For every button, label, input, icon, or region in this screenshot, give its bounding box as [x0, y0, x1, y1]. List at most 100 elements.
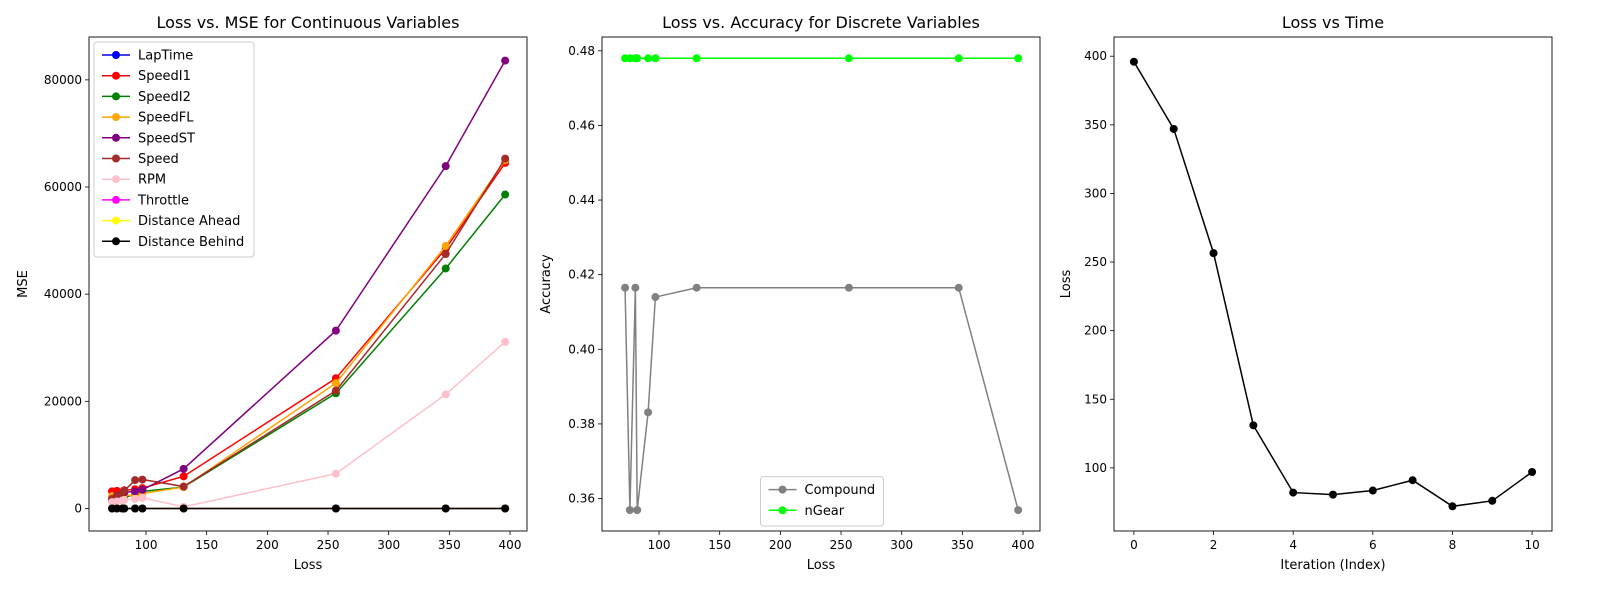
data-point — [1249, 421, 1258, 430]
x-tick-label: 350 — [951, 538, 974, 552]
x-tick-label: 250 — [317, 538, 340, 552]
legend-entry: SpeedFL — [138, 111, 194, 126]
data-point — [692, 283, 701, 292]
data-point — [131, 487, 140, 496]
data-point — [651, 54, 660, 63]
legend-marker — [112, 154, 120, 163]
y-tick-label: 200 — [1084, 324, 1107, 338]
data-point — [331, 379, 340, 388]
y-tick-label: 0 — [74, 501, 82, 515]
data-point — [1488, 496, 1497, 505]
x-axis-label: Loss — [807, 558, 836, 573]
chart-2: 100 150 200 250 300 350 400 0.36 0.38 0.40 0.42 0.4… — [539, 13, 1041, 573]
legend: Compound nGear — [760, 476, 884, 527]
data-point — [501, 337, 510, 346]
data-point — [1289, 488, 1298, 497]
legend-marker — [112, 237, 120, 246]
data-point — [844, 54, 853, 63]
legend-marker — [112, 175, 120, 184]
data-point — [131, 476, 140, 485]
legend-marker — [112, 113, 120, 122]
legend: LapTime SpeedI1 SpeedI2 SpeedFL SpeedST Speed… — [93, 41, 255, 258]
data-point — [441, 249, 450, 258]
chart-title: Loss vs Time — [1282, 13, 1384, 32]
x-tick-label: 4 — [1289, 538, 1297, 552]
data-point — [441, 504, 450, 513]
axes-frame — [601, 36, 1041, 532]
plot-area — [621, 54, 1023, 515]
y-tick-label: 20000 — [44, 394, 82, 408]
y-tick-label: 80000 — [44, 73, 82, 87]
data-point — [501, 190, 510, 199]
data-point — [138, 475, 147, 484]
chart-3: 0 2 4 6 8 10 100 150 200 250 300 350 400 Loss vs Time… — [1059, 13, 1553, 573]
y-axis-label: Accuracy — [539, 254, 554, 314]
data-point — [331, 504, 340, 513]
legend-entry: LapTime — [138, 49, 193, 64]
y-tick-label: 0.48 — [568, 44, 595, 58]
series-line-loss — [1133, 61, 1533, 508]
x-tick-label: 10 — [1524, 538, 1539, 552]
legend-marker — [112, 133, 120, 142]
legend-marker — [778, 485, 787, 494]
legend-marker — [112, 216, 120, 225]
data-point — [1014, 54, 1023, 63]
y-tick-label: 40000 — [44, 287, 82, 301]
data-point — [844, 283, 853, 292]
data-point — [331, 469, 340, 478]
x-tick-label: 0 — [1130, 538, 1138, 552]
x-tick-label: 100 — [648, 538, 671, 552]
chart-title: Loss vs. MSE for Continuous Variables — [157, 13, 460, 32]
data-point — [1528, 467, 1537, 476]
y-tick-label: 0.44 — [568, 193, 595, 207]
y-tick-label: 0.42 — [568, 268, 595, 282]
legend-entry: RPM — [138, 173, 166, 188]
data-point — [692, 54, 701, 63]
data-point — [138, 485, 147, 494]
data-point — [631, 283, 640, 292]
data-point — [1329, 490, 1337, 499]
y-tick-label: 400 — [1084, 49, 1107, 63]
data-point — [138, 504, 147, 513]
y-tick-label: 60000 — [44, 180, 82, 194]
legend-entry: SpeedI2 — [138, 90, 191, 105]
legend-marker — [112, 71, 120, 80]
legend-entry: SpeedI1 — [138, 69, 191, 84]
data-point — [651, 293, 660, 302]
y-axis-label: MSE — [16, 270, 31, 298]
legend-entry: Distance Behind — [138, 235, 244, 250]
data-point — [633, 54, 642, 63]
x-tick-label: 150 — [195, 538, 218, 552]
x-tick-label: 150 — [708, 538, 731, 552]
x-tick-label: 200 — [769, 538, 792, 552]
y-axis-label: Loss — [1059, 270, 1074, 299]
data-point — [138, 493, 147, 502]
data-point — [441, 241, 450, 250]
data-point — [179, 472, 188, 481]
data-point — [441, 264, 450, 273]
data-point — [120, 504, 129, 513]
legend-entry: Throttle — [137, 193, 189, 208]
data-point — [120, 495, 129, 504]
legend-marker — [112, 195, 120, 204]
x-tick-label: 400 — [499, 538, 522, 552]
data-point — [1169, 124, 1178, 133]
x-tick-label: 250 — [830, 538, 853, 552]
y-tick-label: 0.46 — [568, 118, 595, 132]
legend-entry: Compound — [805, 483, 876, 498]
x-tick-label: 6 — [1369, 538, 1377, 552]
data-point — [954, 283, 963, 292]
x-axis-label: Iteration (Index) — [1280, 558, 1385, 573]
y-tick-label: 0.40 — [568, 342, 595, 356]
data-point — [1014, 506, 1023, 515]
data-point — [331, 386, 340, 395]
legend-marker — [112, 92, 120, 101]
data-point — [179, 482, 188, 491]
x-tick-label: 200 — [256, 538, 279, 552]
x-tick-label: 8 — [1449, 538, 1457, 552]
data-point — [441, 162, 450, 171]
data-point — [1129, 57, 1138, 66]
data-point — [621, 283, 630, 292]
data-point — [120, 486, 129, 495]
